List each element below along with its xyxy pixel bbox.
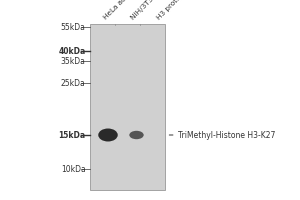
Text: H3 protein: H3 protein bbox=[156, 0, 188, 21]
Text: NIH/3T3 acid extract: NIH/3T3 acid extract bbox=[129, 0, 186, 21]
Text: 15kDa: 15kDa bbox=[58, 130, 85, 140]
Text: 10kDa: 10kDa bbox=[61, 164, 85, 173]
Text: 55kDa: 55kDa bbox=[61, 22, 85, 31]
Text: TriMethyl-Histone H3-K27: TriMethyl-Histone H3-K27 bbox=[169, 130, 276, 140]
Text: 40kDa: 40kDa bbox=[58, 46, 86, 55]
Text: 35kDa: 35kDa bbox=[61, 56, 85, 66]
Text: 25kDa: 25kDa bbox=[61, 78, 85, 88]
Bar bbox=[90, 24, 165, 190]
Text: HeLa acid extract: HeLa acid extract bbox=[102, 0, 152, 21]
Ellipse shape bbox=[129, 131, 144, 139]
Ellipse shape bbox=[98, 129, 118, 142]
